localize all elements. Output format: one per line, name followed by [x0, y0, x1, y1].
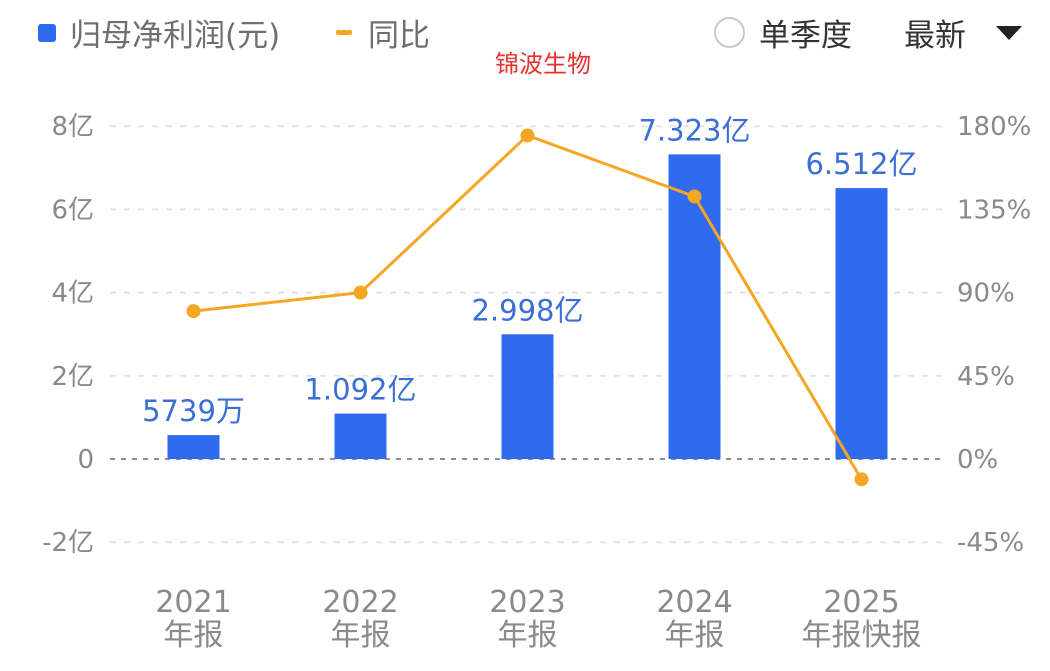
- chevron-down-icon: [996, 25, 1022, 40]
- x-tick-sublabel: 年报: [665, 618, 725, 653]
- x-tick-label: 2022: [322, 585, 398, 620]
- yoy-point: [353, 285, 368, 300]
- y-right-tick-label: 135%: [957, 195, 1031, 225]
- bar: [835, 188, 888, 459]
- x-tick-sublabel: 年报: [331, 618, 391, 653]
- x-tick-label: 2023: [489, 585, 565, 620]
- x-tick-label: 2021: [155, 585, 231, 620]
- x-tick-sublabel: 年报: [498, 618, 558, 653]
- bar: [668, 154, 721, 459]
- yoy-point: [854, 472, 869, 487]
- x-tick-sublabel: 年报快报: [802, 618, 922, 653]
- bar-data-label: 2.998亿: [471, 293, 583, 327]
- chart-header: 归母净利润(元) 同比 单季度 最新: [0, 0, 1050, 70]
- yoy-point: [186, 304, 201, 319]
- legend-line-swatch: [336, 30, 352, 35]
- yoy-point: [520, 128, 535, 143]
- y-right-tick-label: -45%: [957, 528, 1024, 558]
- x-tick-label: 2024: [656, 585, 732, 620]
- legend-bar-label: 归母净利润(元): [70, 18, 281, 54]
- y-right-tick-label: 180%: [957, 112, 1031, 142]
- quarter-toggle-label: 单季度: [759, 18, 852, 54]
- y-right-tick-label: 45%: [957, 362, 1015, 392]
- legend-bar-swatch: [38, 23, 56, 42]
- legend-line-label: 同比: [368, 18, 430, 54]
- y-left-tick-label: 8亿: [51, 112, 94, 142]
- sort-dropdown-label: 最新: [904, 18, 966, 54]
- legend-item-net-profit[interactable]: 归母净利润(元): [38, 10, 280, 55]
- bar-data-label: 5739万: [142, 394, 245, 428]
- company-name: 锦波生物: [495, 50, 591, 78]
- y-left-tick-label: 2亿: [51, 362, 94, 392]
- y-right-tick-label: 0%: [957, 445, 998, 475]
- radio-icon[interactable]: [714, 17, 745, 48]
- y-left-tick-label: -2亿: [42, 528, 94, 558]
- quarter-toggle[interactable]: 单季度: [714, 10, 852, 55]
- bar: [334, 413, 387, 459]
- x-tick-sublabel: 年报: [164, 618, 224, 653]
- bar: [501, 334, 554, 459]
- bar-data-label: 1.092亿: [304, 373, 416, 407]
- sort-dropdown[interactable]: 最新: [904, 10, 1022, 55]
- bar-data-label: 6.512亿: [805, 147, 917, 181]
- y-left-tick-label: 4亿: [51, 279, 94, 309]
- x-tick-label: 2025: [823, 585, 899, 620]
- bar-data-label: 7.323亿: [638, 113, 750, 147]
- bar: [167, 435, 220, 459]
- y-left-tick-label: 0: [77, 445, 94, 475]
- y-right-tick-label: 90%: [957, 279, 1015, 309]
- legend-item-yoy[interactable]: 同比: [336, 10, 430, 55]
- yoy-point: [687, 189, 702, 204]
- y-left-tick-label: 6亿: [51, 195, 94, 225]
